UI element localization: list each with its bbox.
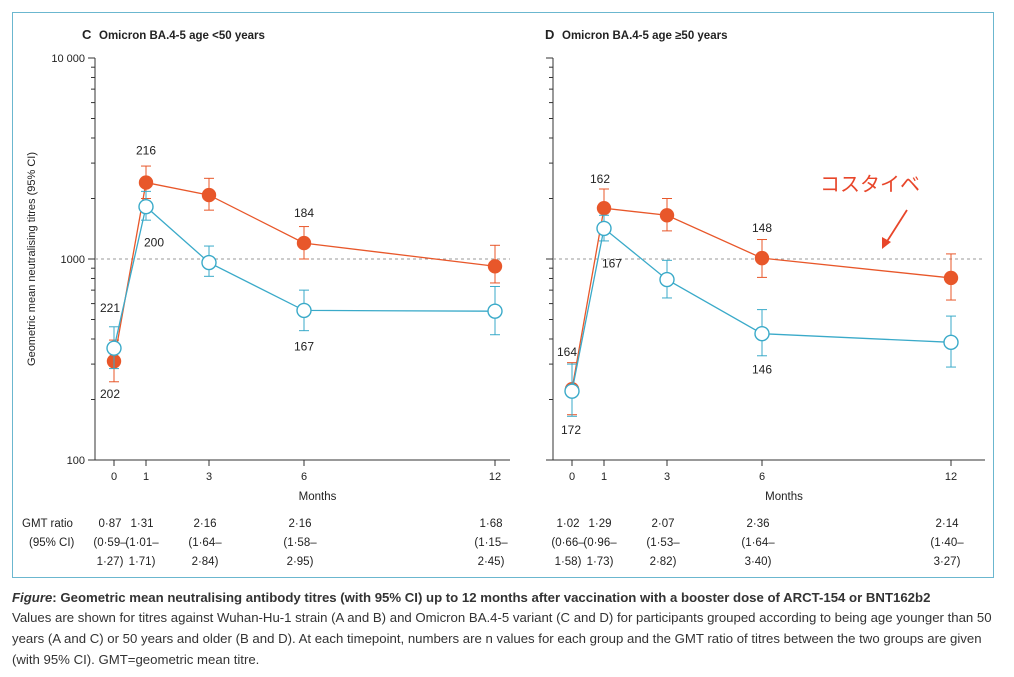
panel-d-gmt-ratio-value: 3·40) — [745, 556, 772, 568]
panel-c-gmt-ratio-value: 1·31 — [130, 518, 153, 530]
panel-d-x-tick-label: 6 — [759, 471, 765, 483]
panel-c-gmt-ratio-value: 2·84) — [192, 556, 219, 568]
panel-c-red-data-point — [487, 259, 503, 274]
panel-d-n-label: 162 — [590, 172, 610, 186]
caption-figure-label: Figure — [12, 590, 53, 605]
panel-d-gmt-ratio-value: (1·53– — [646, 537, 680, 549]
panel-d-blue-data-point — [659, 271, 675, 288]
panel-c-x-tick-label: 0 — [111, 471, 117, 483]
panel-c-gmt-ratio-value: 2·16 — [193, 518, 216, 530]
caption-title-text: : Geometric mean neutralising antibody t… — [52, 590, 931, 605]
panel-c-x-tick-label: 6 — [301, 471, 307, 483]
panel-d-n-label: 146 — [752, 363, 772, 377]
caption-title: Figure: Geometric mean neutralising anti… — [12, 587, 1002, 608]
panel-d-n-label: 172 — [561, 423, 581, 437]
panel-c-blue-data-point — [201, 254, 217, 271]
panel-d-n-label: 164 — [557, 345, 577, 359]
annotation-arrow-shaft — [885, 209, 908, 244]
panel-c-gmt-ratio-value: 2·95) — [287, 556, 314, 568]
annotation-label: コスタイベ — [820, 173, 920, 196]
panel-c-y-tick-label: 100 — [67, 455, 85, 467]
panel-c-y-tick-label: 1000 — [61, 254, 85, 266]
panel-d-title: Omicron BA.4-5 age ≥50 years — [562, 30, 727, 42]
figure-frame — [12, 12, 994, 578]
panel-d-gmt-ratio-value: 1·29 — [588, 518, 611, 530]
panel-c-gmt-ratio-value: (1·01– — [125, 537, 159, 549]
panel-c-gmt-ratio-value: 1·71) — [129, 556, 156, 568]
panel-d-red-data-point — [596, 200, 612, 216]
panel-d-gmt-ratio-value: 1·58) — [555, 556, 582, 568]
panel-d-gmt-ratio-value: 1·02 — [556, 518, 579, 530]
panel-c-n-label: 221 — [100, 301, 120, 315]
panel-c-red-data-point — [296, 235, 312, 251]
panel-c-blue-data-point — [296, 302, 312, 319]
panel-c-gmt-ratio-value: 1·68 — [479, 518, 502, 530]
annotation-arrow-head — [882, 237, 891, 249]
panel-d-letter: D — [545, 27, 554, 42]
panel-c-x-tick-label: 1 — [143, 471, 149, 483]
panel-d-gmt-ratio-value: 1·73) — [587, 556, 614, 568]
gmt-ratio-row-label: GMT ratio — [22, 518, 73, 530]
panel-d-x-tick-label: 3 — [664, 471, 670, 483]
panel-c-blue-data-point — [138, 199, 154, 215]
panel-d-gmt-ratio-value: (1·64– — [741, 537, 775, 549]
panel-d-x-tick-label: 12 — [945, 471, 957, 483]
panel-c-gmt-ratio-value: (0·59– — [93, 537, 127, 549]
panel-c-letter: C — [82, 27, 92, 42]
panel-d-blue-data-point — [564, 383, 580, 399]
panel-d-red-data-point — [659, 208, 675, 223]
panel-c-gmt-ratio-value: (1·15– — [474, 537, 508, 549]
panel-c-x-axis-label: Months — [299, 491, 337, 503]
panel-d-gmt-ratio-value: (1·40– — [930, 537, 964, 549]
panel-d-blue-data-point — [754, 325, 770, 342]
panel-c-red-data-point — [138, 175, 154, 190]
panel-c-y-tick-label: 10 000 — [51, 53, 85, 65]
panel-d-gmt-ratio-value: 3·27) — [934, 556, 961, 568]
panel-c-x-tick-label: 3 — [206, 471, 212, 483]
panel-c-gmt-ratio-value: 2·16 — [288, 518, 311, 530]
panel-d-gmt-ratio-value: 2·36 — [746, 518, 769, 530]
panel-c-n-label: 202 — [100, 387, 120, 401]
panel-d-x-axis-label: Months — [765, 491, 803, 503]
panel-d-gmt-ratio-value: (0·66– — [551, 537, 585, 549]
panel-d-x-tick-label: 0 — [569, 471, 575, 483]
panel-d-n-label: 148 — [752, 221, 772, 235]
panel-d-red-data-point — [754, 250, 770, 266]
panel-d-gmt-ratio-value: 2·82) — [650, 556, 677, 568]
panel-c-x-tick-label: 12 — [489, 471, 501, 483]
y-axis-label: Geometric mean neutralising titres (95% … — [26, 152, 38, 366]
caption-body: Values are shown for titres against Wuha… — [12, 610, 992, 667]
panel-c-red-data-point — [201, 187, 217, 203]
gmt-ratio-row-label: (95% CI) — [29, 537, 75, 549]
panel-d-blue-data-point — [943, 334, 959, 351]
panel-c-n-label: 184 — [294, 206, 314, 220]
panel-d-x-tick-label: 1 — [601, 471, 607, 483]
panel-c-gmt-ratio-value: (1·64– — [188, 537, 222, 549]
panel-c-gmt-ratio-value: (1·58– — [283, 537, 317, 549]
panel-d-n-label: 167 — [602, 256, 622, 270]
panel-d-gmt-ratio-value: 2·07 — [651, 518, 674, 530]
panel-d-blue-data-point — [596, 220, 612, 237]
panel-c-gmt-ratio-value: 1·27) — [97, 556, 124, 568]
panel-d-gmt-ratio-value: (0·96– — [583, 537, 617, 549]
panel-c-gmt-ratio-value: 0·87 — [98, 518, 121, 530]
panel-c-title: Omicron BA.4-5 age <50 years — [99, 30, 265, 42]
panel-d-gmt-ratio-value: 2·14 — [935, 518, 959, 530]
panel-c-blue-data-point — [106, 340, 122, 356]
panel-c-n-label: 167 — [294, 339, 314, 353]
panel-c-n-label: 216 — [136, 144, 156, 158]
panel-c-blue-data-point — [487, 303, 503, 319]
panel-d-red-data-point — [943, 270, 959, 286]
panel-c-n-label: 200 — [144, 236, 164, 250]
panel-c-gmt-ratio-value: 2·45) — [478, 556, 505, 568]
